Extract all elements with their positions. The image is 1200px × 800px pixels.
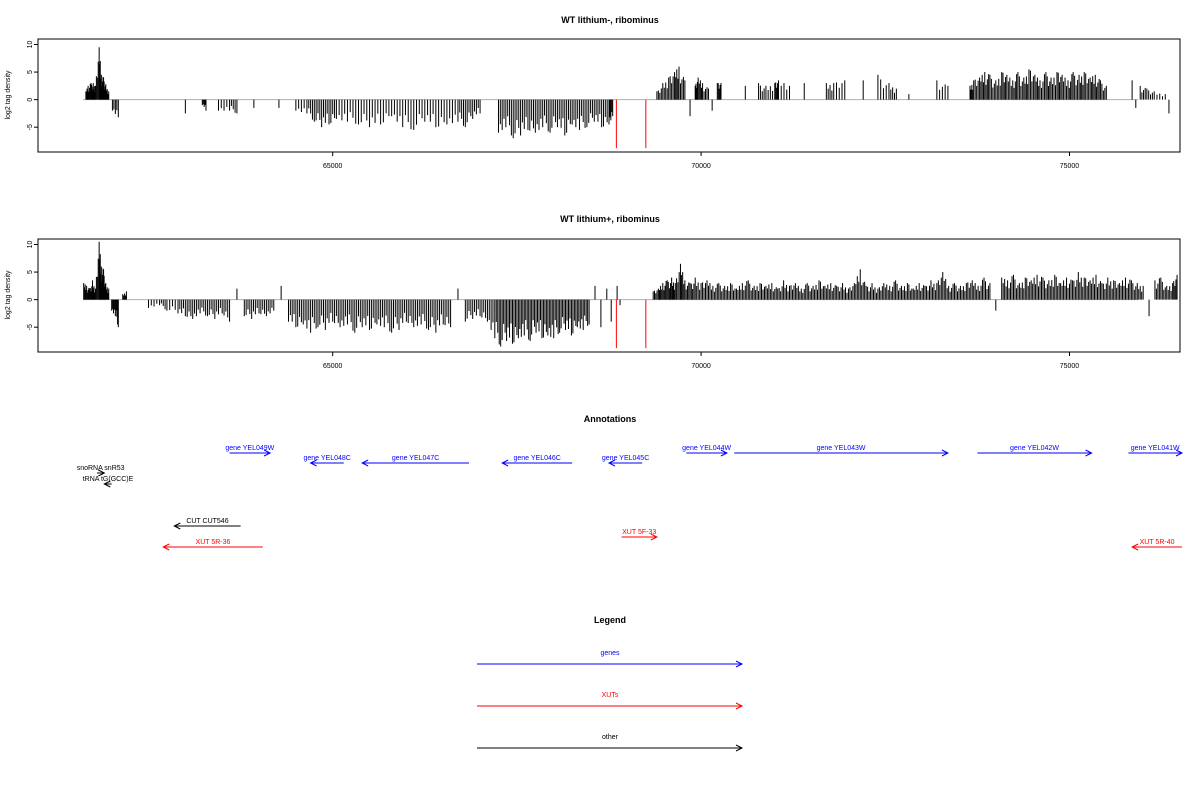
annotation-label: gene YEL046C: [513, 455, 560, 462]
annotation-gene: gene YEL048C: [304, 455, 351, 467]
legend-items: genes XUTs other: [477, 650, 744, 752]
annotation-gene: gene YEL046C: [501, 455, 573, 467]
y-tick-label: 0: [27, 298, 34, 302]
annotation-label: gene YEL042W: [1010, 445, 1059, 452]
annotation-gene: gene YEL045C: [602, 455, 649, 467]
y-tick-label: 0: [27, 98, 34, 102]
annotation-label: XUT 5R-36: [196, 539, 231, 546]
legend-entry: other: [477, 734, 744, 752]
y-tick-label: 10: [27, 41, 34, 49]
panel-2-ylabel: log2 tag density: [5, 270, 12, 320]
annotation-label: gene YEL041W: [1131, 445, 1180, 452]
panel-1-bars: [85, 47, 1170, 139]
panel-1-y-axis: -5 0 5 10: [27, 41, 38, 130]
legend-title: Legend: [594, 615, 626, 625]
arrow-head: [941, 449, 950, 457]
arrow-head: [263, 449, 272, 457]
arrow-head: [361, 459, 369, 467]
arrow-head: [720, 449, 729, 457]
annotation-label: XUT 5R-40: [1140, 539, 1175, 546]
x-tick-label: 75000: [1060, 363, 1080, 370]
y-tick-label: -5: [27, 124, 34, 130]
arrow-head: [735, 702, 744, 710]
arrow-head: [650, 533, 659, 541]
x-tick-label: 75000: [1060, 163, 1080, 170]
legend-panel: Legend genes XUTs other: [477, 615, 744, 752]
annotation-other: tRNA tG(GCC)E: [83, 476, 134, 488]
annotation-label: gene YEL047C: [392, 455, 439, 462]
panel-2-x-axis: 65000 70000 75000: [323, 352, 1079, 370]
annotation-gene: gene YEL047C: [361, 455, 470, 467]
annotation-gene: gene YEL044W: [682, 445, 731, 457]
panel-lithium-minus: WT lithium-, ribominus log2 tag density …: [5, 15, 1181, 170]
legend-label: genes: [600, 650, 620, 657]
panel-2-bars: [83, 241, 1178, 347]
annotation-xut: XUT 5R-36: [162, 539, 263, 551]
panel-lithium-plus: WT lithium+, ribominus log2 tag density …: [5, 214, 1181, 370]
arrow-head: [1085, 449, 1093, 457]
annotation-label: XUT 5F-33: [622, 529, 656, 536]
panel-1-markers: [615, 99, 647, 149]
arrow-head: [1175, 449, 1184, 457]
annotation-label: gene YEL045C: [602, 455, 649, 462]
annotation-gene: gene YEL041W: [1128, 445, 1184, 457]
panel-1-ylabel: log2 tag density: [5, 70, 12, 120]
annotation-xut: XUT 5F-33: [621, 529, 659, 541]
annotation-label: tRNA tG(GCC)E: [83, 476, 134, 483]
arrow-head: [501, 459, 509, 467]
arrow-head: [735, 660, 744, 668]
annotation-label: gene YEL049W: [225, 445, 274, 452]
annotation-label: gene YEL048C: [304, 455, 351, 462]
arrow-head: [162, 543, 170, 551]
y-tick-label: -5: [27, 324, 34, 330]
x-tick-label: 70000: [691, 163, 711, 170]
arrow-head: [1130, 543, 1139, 551]
y-tick-label: 10: [27, 241, 34, 249]
arrow-head: [173, 522, 181, 530]
legend-entry: genes: [477, 650, 744, 668]
panel-2-markers: [615, 299, 647, 349]
annotation-other: CUT CUT546: [173, 518, 241, 530]
annotation-xut: XUT 5R-40: [1130, 539, 1182, 551]
x-tick-label: 65000: [323, 363, 343, 370]
x-tick-label: 65000: [323, 163, 343, 170]
x-tick-label: 70000: [691, 363, 711, 370]
arrow-head: [103, 480, 111, 488]
annotation-gene: gene YEL043W: [734, 445, 950, 457]
panel-2-title: WT lithium+, ribominus: [560, 214, 660, 224]
annotation-label: CUT CUT546: [186, 518, 228, 525]
annotation-label: snoRNA snR53: [77, 465, 125, 472]
panel-2-frame: [37, 238, 1181, 353]
panel-1-frame: [37, 38, 1181, 153]
arrow-head: [98, 469, 106, 477]
annotation-gene: gene YEL049W: [225, 445, 275, 457]
annotation-label: gene YEL043W: [817, 445, 866, 452]
y-tick-label: 5: [27, 270, 34, 274]
arrow-head: [309, 459, 317, 467]
arrow-head: [607, 459, 616, 467]
panel-1-x-axis: 65000 70000 75000: [323, 152, 1079, 170]
annotation-items: gene YEL049W gene YEL048C gene YEL047C gene…: [77, 445, 1184, 551]
annotations-title: Annotations: [584, 414, 637, 424]
annotation-label: gene YEL044W: [682, 445, 731, 452]
y-tick-label: 5: [27, 70, 34, 74]
legend-label: other: [602, 734, 619, 741]
annotation-other: snoRNA snR53: [77, 465, 125, 477]
legend-entry: XUTs: [477, 692, 744, 710]
panel-2-y-axis: -5 0 5 10: [27, 241, 38, 330]
annotation-gene: gene YEL042W: [977, 445, 1093, 457]
panel-1-title: WT lithium-, ribominus: [561, 15, 659, 25]
arrow-head: [735, 744, 744, 752]
legend-label: XUTs: [602, 692, 619, 699]
